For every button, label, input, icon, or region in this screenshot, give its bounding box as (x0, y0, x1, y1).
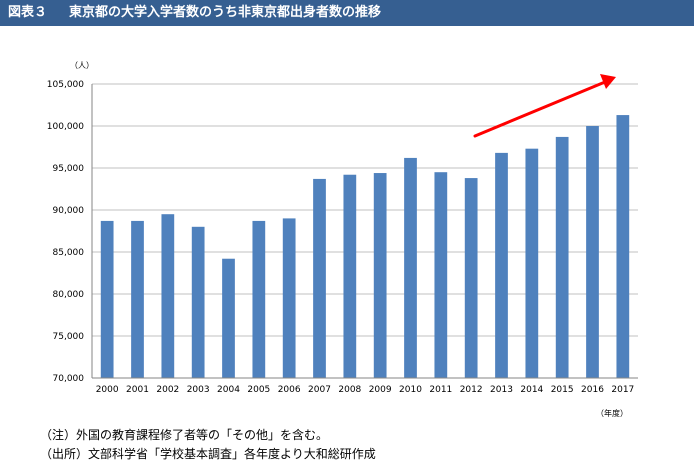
bar (555, 136, 569, 378)
bar (161, 214, 175, 378)
x-tick-label: 2008 (338, 385, 361, 395)
bar (343, 174, 357, 378)
x-tick-label: 2009 (369, 385, 392, 395)
x-tick-label: 2007 (308, 385, 331, 395)
x-tick-label: 2010 (399, 385, 422, 395)
bar (222, 258, 235, 378)
figure-title: 東京都の大学入学者数のうち非東京都出身者数の推移 (69, 5, 382, 20)
x-tick-label: 2000 (96, 385, 119, 395)
notes: （注）外国の教育課程修了者等の「その他」を含む。 （出所）文部科学省「学校基本調… (40, 426, 376, 464)
y-tick-label: 95,000 (53, 164, 85, 174)
y-tick-label: 70,000 (53, 374, 85, 384)
y-tick-label: 80,000 (53, 290, 85, 300)
y-tick-label: 90,000 (53, 206, 85, 216)
bar (191, 226, 205, 378)
y-tick-label: 105,000 (47, 80, 84, 90)
bar (100, 220, 114, 378)
bar (464, 178, 478, 378)
bar (131, 220, 144, 378)
x-tick-label: 2001 (126, 385, 149, 395)
x-axis-label: （年度） (596, 408, 628, 418)
bar (404, 157, 417, 378)
y-tick-label: 75,000 (53, 332, 85, 342)
bar-chart: 70,000 75,000 80,000 85,000 90,000 95,000 100,… (47, 61, 638, 418)
bar (313, 178, 326, 378)
bar (434, 172, 448, 378)
x-tick-label: 2006 (278, 385, 301, 395)
x-tick-label: 2003 (187, 385, 210, 395)
bar (616, 115, 630, 378)
x-tick-label: 2017 (611, 385, 634, 395)
figure-label: 図表３ (8, 5, 48, 20)
bar (586, 126, 599, 378)
x-tick-label: 2015 (551, 385, 574, 395)
bar (252, 220, 266, 378)
y-tick-label: 100,000 (47, 122, 84, 132)
x-tick-label: 2004 (217, 385, 240, 395)
x-tick-label: 2005 (247, 385, 270, 395)
note-line: （注）外国の教育課程修了者等の「その他」を含む。 (40, 428, 329, 442)
bar (282, 218, 296, 378)
figure-header: 図表３ 東京都の大学入学者数のうち非東京都出身者数の推移 (0, 0, 694, 26)
y-tick-label: 85,000 (53, 248, 85, 258)
x-tick-label: 2014 (520, 385, 543, 395)
bar (495, 152, 508, 378)
bar (373, 173, 387, 378)
y-axis-label: （人） (70, 61, 94, 70)
x-tick-label: 2013 (490, 385, 513, 395)
x-tick-label: 2011 (429, 385, 452, 395)
bar (525, 148, 539, 378)
trend-arrowhead-icon (600, 74, 616, 89)
source-line: （出所）文部科学省「学校基本調査」各年度より大和総研作成 (40, 447, 376, 461)
trend-arrow-icon (473, 80, 607, 138)
x-tick-label: 2012 (460, 385, 483, 395)
x-tick-label: 2016 (581, 385, 604, 395)
x-tick-label: 2002 (156, 385, 179, 395)
